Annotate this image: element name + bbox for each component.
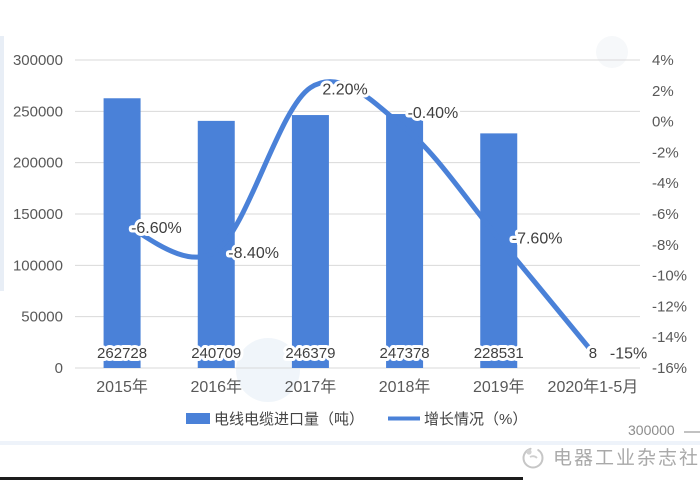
right-axis-tick-label: 2% xyxy=(652,83,674,100)
x-axis-label: 2019年 xyxy=(473,378,525,396)
left-axis-tick-label: 150000 xyxy=(13,206,63,223)
next-chart-axis-label: 300000 xyxy=(628,422,675,438)
bar-value-label: 247378 xyxy=(380,345,430,362)
left-axis-tick-label: 300000 xyxy=(13,52,63,69)
right-axis-tick-label: -2% xyxy=(652,144,679,161)
right-axis-tick-label: -12% xyxy=(652,298,687,315)
bar-value-label: 228531 xyxy=(474,345,524,362)
bar-2017年 xyxy=(291,115,329,368)
right-axis-tick-label: -4% xyxy=(652,175,679,192)
publisher-brand: 电器工业杂志社 xyxy=(520,443,700,470)
legend-bar-label: 电线电缆进口量（吨） xyxy=(214,411,364,428)
magazine-logo-icon xyxy=(520,444,546,470)
line-point-label: -15% xyxy=(610,346,647,363)
publisher-brand-text: 电器工业杂志社 xyxy=(553,448,700,469)
line-point-label: 2.20% xyxy=(322,82,367,99)
bar-2016年 xyxy=(197,120,235,368)
x-axis-label: 2016年 xyxy=(190,378,242,396)
right-axis-tick-label: -14% xyxy=(652,329,687,346)
bar-value-label: 262728 xyxy=(97,345,147,362)
right-axis-tick-label: -8% xyxy=(652,237,679,254)
legend-line-label: 增长情况（%） xyxy=(424,411,527,428)
left-axis-tick-label: 250000 xyxy=(13,103,63,120)
line-point-label: -6.60% xyxy=(131,220,182,237)
left-edge-strip xyxy=(0,36,4,291)
bottom-black-rule xyxy=(0,477,523,480)
right-axis-tick-label: -16% xyxy=(652,360,687,377)
x-axis-label: 2017年 xyxy=(285,378,337,396)
next-chart-tick-dash xyxy=(684,431,700,433)
left-axis-tick-label: 50000 xyxy=(21,309,63,326)
bar-value-label: 240709 xyxy=(191,345,241,362)
line-point-label: -8.40% xyxy=(228,245,279,262)
import-volume-growth-chart: 300000 250000 200000 150000 100000 50000 0 4% 2%… xyxy=(12,36,688,428)
growth-trend-line xyxy=(119,79,596,356)
x-axis-label: 2015年 xyxy=(96,378,148,396)
bar-2015年 xyxy=(103,98,141,368)
line-point-label: -0.40% xyxy=(408,105,459,122)
x-axis-label: 2020年1-5月 xyxy=(548,378,639,396)
watermark-blob xyxy=(596,36,628,68)
right-axis-tick-label: 0% xyxy=(652,114,674,131)
right-axis-tick-label: 4% xyxy=(652,52,674,69)
right-axis-tick-label: -10% xyxy=(652,268,687,285)
watermark-blob xyxy=(236,338,300,402)
right-axis-tick-label: -6% xyxy=(652,206,679,223)
bar-value-label: 246379 xyxy=(285,345,335,362)
section-divider xyxy=(0,441,700,445)
x-axis-label: 2018年 xyxy=(379,378,431,396)
legend-bar-swatch xyxy=(186,413,210,424)
left-axis-tick-label: 0 xyxy=(55,360,63,377)
bar-value-label: 8 xyxy=(589,345,597,362)
line-point-label: -7.60% xyxy=(512,231,563,248)
left-axis-tick-label: 100000 xyxy=(13,257,63,274)
left-axis-tick-label: 200000 xyxy=(13,155,63,172)
bar-2018年 xyxy=(386,114,424,368)
